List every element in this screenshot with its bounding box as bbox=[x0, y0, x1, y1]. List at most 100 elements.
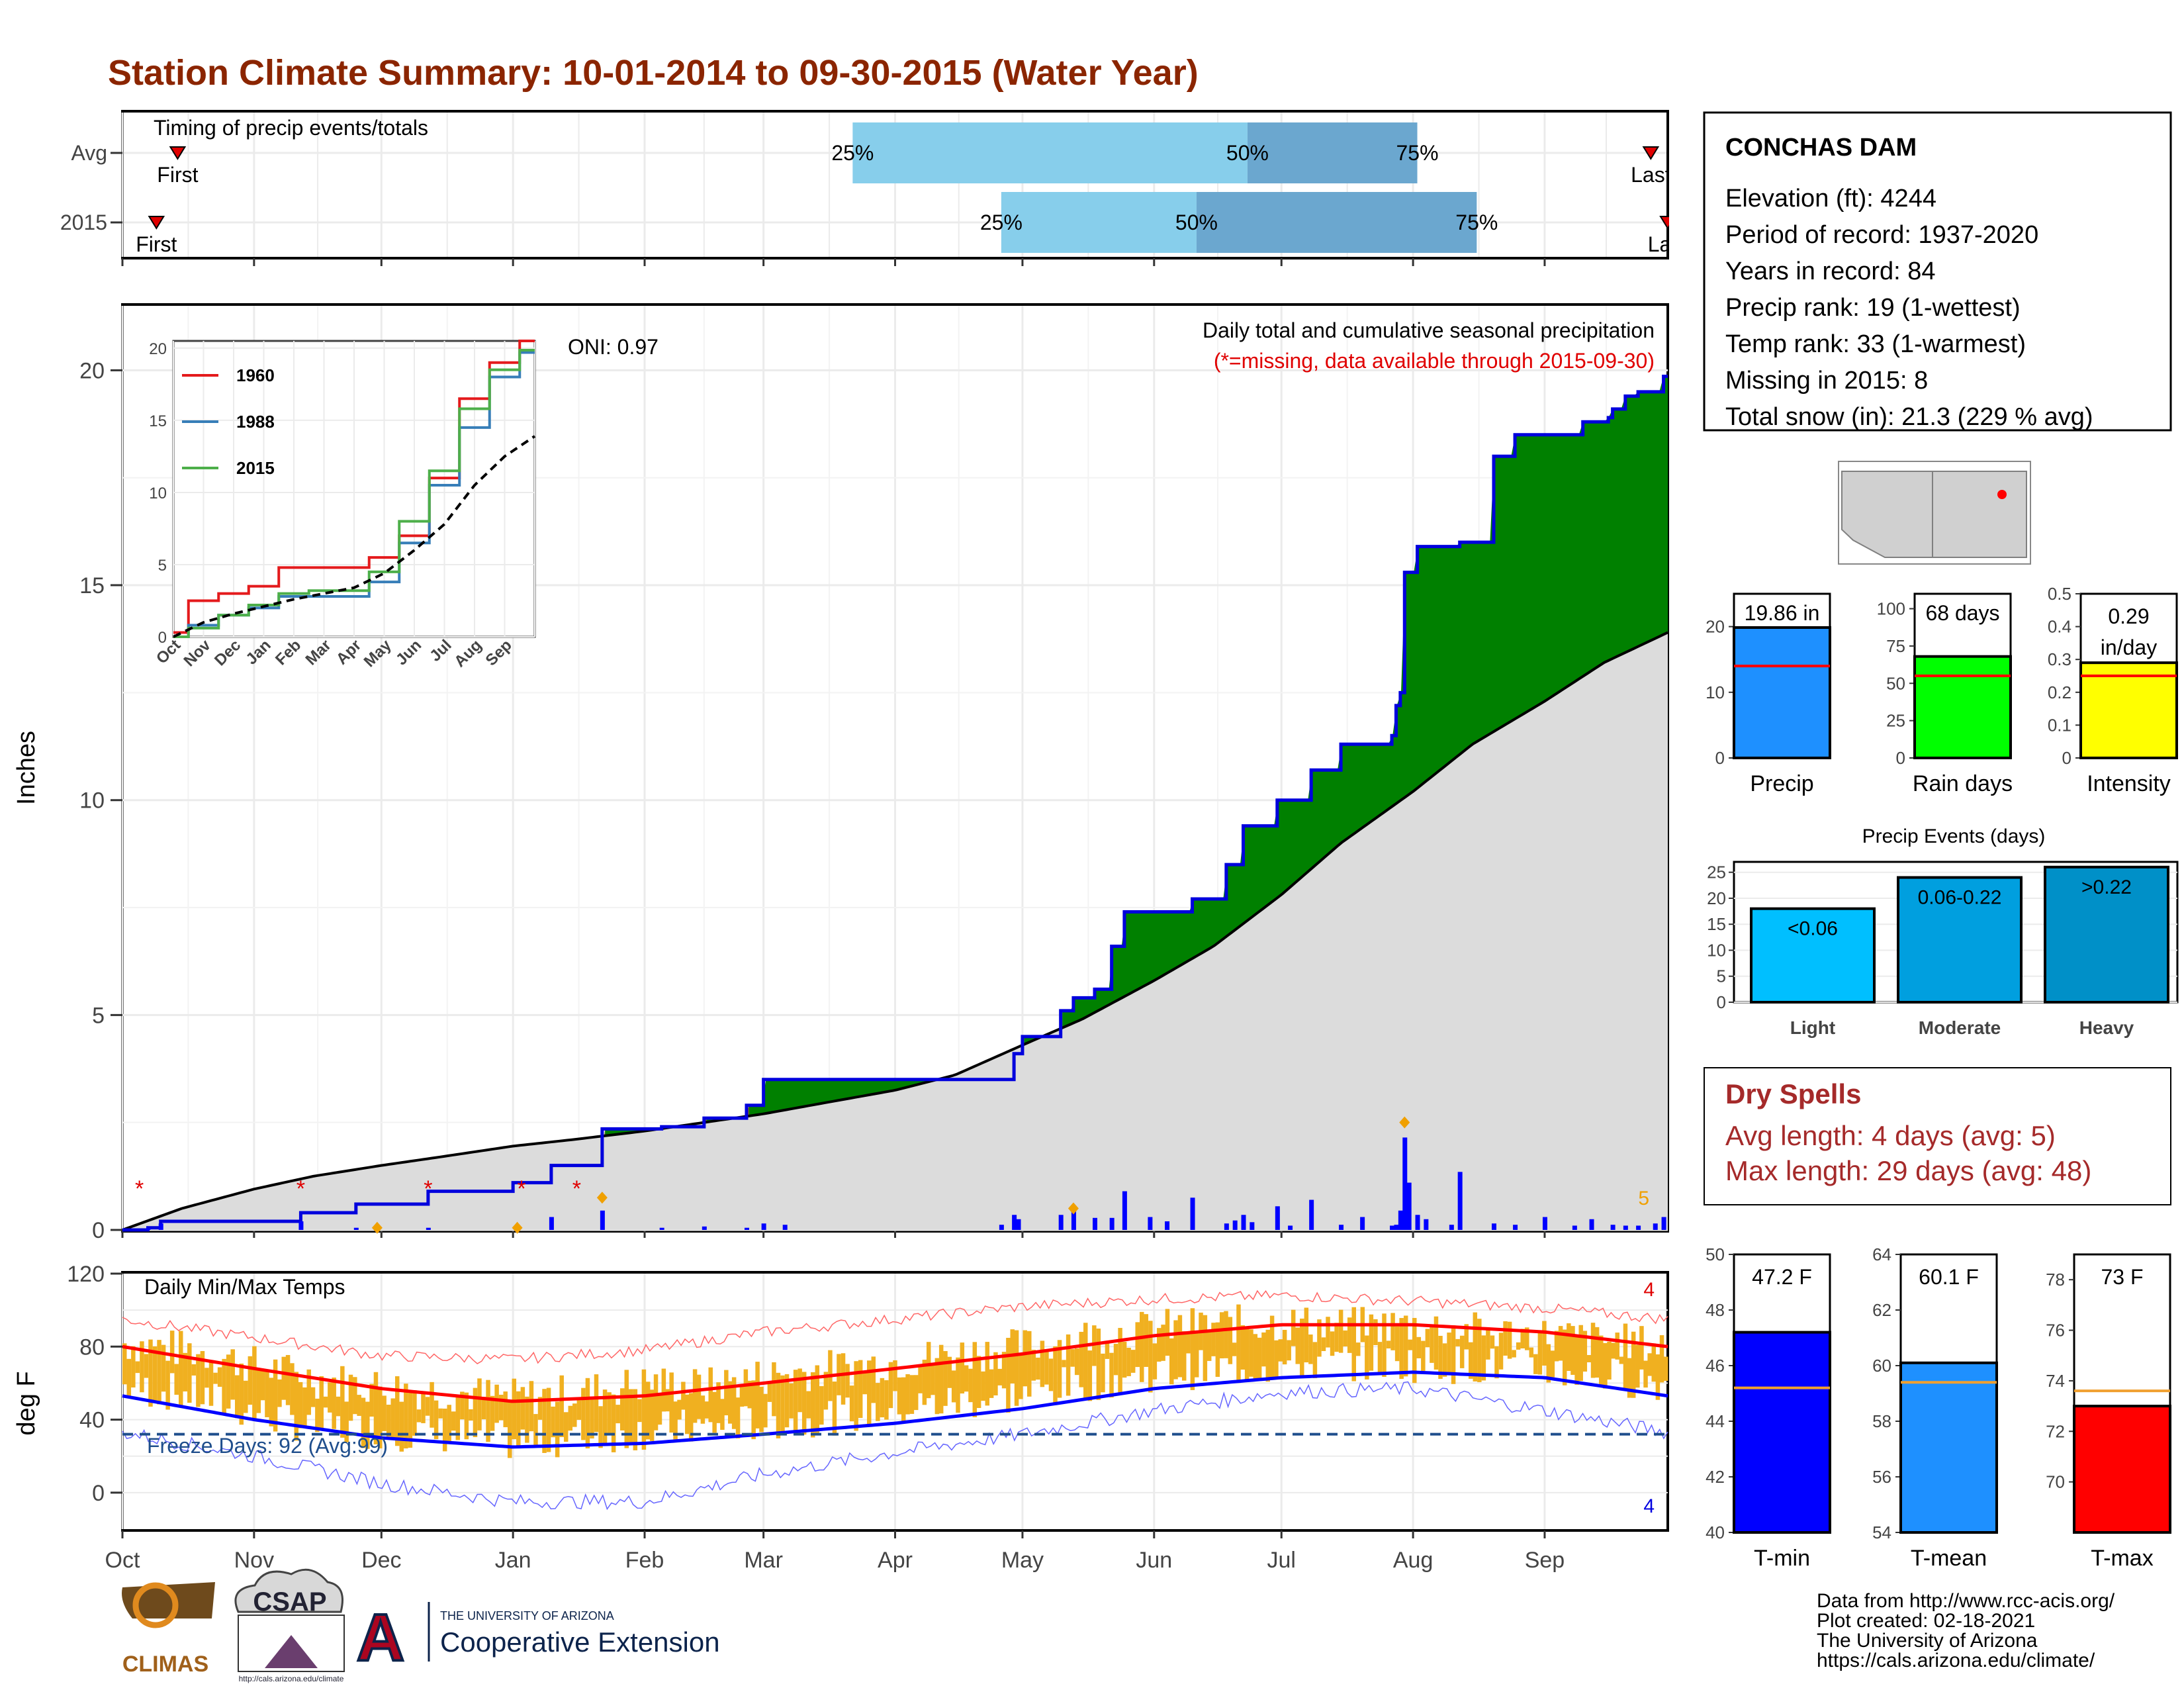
daily-temp-bar bbox=[357, 1395, 361, 1416]
precip-plot: * * * * * bbox=[122, 374, 1668, 1234]
daily-temp-bar bbox=[323, 1396, 328, 1408]
csap-logo[interactable]: CSAP http://cals.arizona.edu/climate bbox=[234, 1568, 345, 1683]
daily-precip-bar bbox=[744, 1227, 749, 1230]
freeze-days-label: Freeze Days: 92 (Avg:99) bbox=[147, 1434, 388, 1458]
daily-temp-bar bbox=[169, 1331, 175, 1374]
missing-count: 5 bbox=[1638, 1188, 1649, 1209]
daily-temp-bar bbox=[1578, 1325, 1583, 1382]
summary-y-tick-label: 70 bbox=[2046, 1472, 2065, 1492]
daily-temp-bar bbox=[1232, 1342, 1237, 1356]
daily-temp-bar bbox=[968, 1368, 973, 1403]
daily-temp-bar bbox=[1386, 1340, 1391, 1349]
summary-value-label: 60.1 F bbox=[1919, 1265, 1979, 1289]
daily-temp-bar bbox=[455, 1395, 461, 1440]
inset-series-line bbox=[173, 340, 535, 634]
ua-cooperative-extension-logo[interactable]: A THE UNIVERSITY OF ARIZONA Cooperative … bbox=[355, 1599, 720, 1676]
tmax-missing: 4 bbox=[1643, 1279, 1655, 1301]
daily-temp-bar bbox=[1498, 1333, 1504, 1370]
daily-temp-bar bbox=[1228, 1317, 1233, 1364]
daily-temp-bar bbox=[412, 1390, 417, 1436]
new-mexico-shape bbox=[1932, 471, 2027, 558]
snow-event-marker bbox=[1399, 1116, 1410, 1129]
daily-temp-bar bbox=[1611, 1342, 1615, 1359]
daily-temp-bar bbox=[464, 1392, 469, 1440]
summary-y-tick-label: 74 bbox=[2046, 1371, 2065, 1391]
daily-temp-bar bbox=[1105, 1342, 1110, 1359]
daily-temp-bar bbox=[277, 1379, 282, 1407]
daily-precip-bar bbox=[1241, 1215, 1246, 1230]
daily-temp-bar bbox=[849, 1385, 854, 1422]
daily-temp-bar bbox=[1019, 1354, 1023, 1399]
daily-precip-bar bbox=[1012, 1215, 1017, 1230]
timing-pct-label: 75% bbox=[1396, 141, 1439, 165]
daily-temp-bar bbox=[823, 1372, 829, 1410]
daily-temp-bar bbox=[819, 1386, 824, 1425]
missing-marker: * bbox=[517, 1176, 525, 1201]
daily-temp-bar bbox=[481, 1397, 486, 1420]
summary-y-tick-label: 0 bbox=[1896, 748, 1905, 768]
daily-temp-bar bbox=[1369, 1314, 1374, 1371]
daily-temp-bar bbox=[529, 1381, 534, 1432]
daily-temp-bar bbox=[976, 1356, 981, 1409]
daily-temp-bar bbox=[1574, 1335, 1579, 1385]
daily-temp-bar bbox=[1087, 1350, 1093, 1401]
daily-temp-bar bbox=[1627, 1358, 1632, 1398]
daily-precip-bar bbox=[1394, 1225, 1399, 1230]
daily-temp-bar bbox=[1430, 1324, 1434, 1363]
daily-temp-bar bbox=[1481, 1335, 1486, 1381]
daily-temp-bar bbox=[269, 1378, 274, 1427]
events-bar bbox=[1897, 876, 2023, 1004]
daily-temp-bar bbox=[1490, 1335, 1495, 1349]
daily-temp-bar bbox=[1126, 1348, 1131, 1376]
climas-logo[interactable]: CLIMAS bbox=[122, 1582, 215, 1677]
summary-category-label: T-mean bbox=[1911, 1546, 1987, 1571]
daily-temp-bar bbox=[1570, 1326, 1575, 1375]
daily-temp-bar bbox=[1619, 1356, 1624, 1364]
daily-temp-bar bbox=[332, 1378, 336, 1429]
daily-temp-bar bbox=[1330, 1331, 1335, 1356]
daily-temp-bar bbox=[1554, 1331, 1559, 1362]
events-y-tick-label: 10 bbox=[1707, 940, 1726, 960]
snow-event-marker bbox=[596, 1192, 608, 1204]
footer-line: Data from http://www.rcc-acis.org/ bbox=[1817, 1590, 2115, 1612]
daily-temp-bar bbox=[637, 1399, 642, 1423]
events-y-tick-label: 5 bbox=[1717, 966, 1726, 986]
precip-y-tick-label: 0 bbox=[92, 1218, 105, 1243]
summary-value-bar bbox=[2079, 661, 2178, 759]
daily-temp-bar bbox=[140, 1341, 144, 1393]
daily-precip-bar bbox=[1415, 1215, 1420, 1230]
temp-y-label: deg F bbox=[13, 1371, 40, 1435]
daily-temp-bar bbox=[1130, 1350, 1136, 1373]
daily-temp-bar bbox=[901, 1377, 906, 1423]
month-tick-label: Nov bbox=[234, 1548, 274, 1573]
summary-y-tick-label: 0 bbox=[2062, 748, 2071, 768]
daily-temp-bar bbox=[1494, 1346, 1499, 1379]
daily-temp-bar bbox=[460, 1391, 465, 1420]
month-tick-label: Jan bbox=[495, 1548, 531, 1573]
daily-temp-bar bbox=[399, 1401, 404, 1452]
precip-annotation-title: Daily total and cumulative seasonal prec… bbox=[1203, 318, 1655, 342]
daily-temp-bar bbox=[751, 1380, 756, 1440]
daily-temp-bar bbox=[1282, 1329, 1287, 1365]
daily-temp-bar bbox=[290, 1363, 295, 1415]
daily-temp-bar bbox=[1382, 1313, 1387, 1377]
daily-temp-bar bbox=[1027, 1331, 1032, 1397]
summary-value-label: 47.2 F bbox=[1752, 1265, 1812, 1289]
month-tick-label: Jun bbox=[1136, 1548, 1172, 1573]
summary-y-tick-label: 42 bbox=[1706, 1467, 1725, 1487]
summary-y-tick-label: 100 bbox=[1877, 599, 1905, 619]
daily-precip-bar bbox=[782, 1225, 788, 1230]
daily-precip-bar bbox=[1457, 1172, 1463, 1230]
daily-temp-bar bbox=[433, 1400, 439, 1440]
dry-spells-max: Max length: 29 days (avg: 48) bbox=[1725, 1155, 2091, 1186]
daily-temp-bar bbox=[131, 1346, 136, 1388]
dry-spells-frame bbox=[1704, 1067, 2171, 1205]
daily-temp-bar bbox=[938, 1344, 944, 1414]
timing-q2-bar bbox=[1196, 192, 1477, 253]
daily-temp-bar bbox=[559, 1375, 564, 1437]
summary-y-tick-label: 64 bbox=[1872, 1244, 1891, 1264]
daily-temp-bar bbox=[763, 1393, 768, 1428]
daily-temp-bar bbox=[1036, 1357, 1040, 1380]
daily-temp-bar bbox=[1066, 1334, 1071, 1396]
daily-temp-bar bbox=[1351, 1307, 1356, 1382]
